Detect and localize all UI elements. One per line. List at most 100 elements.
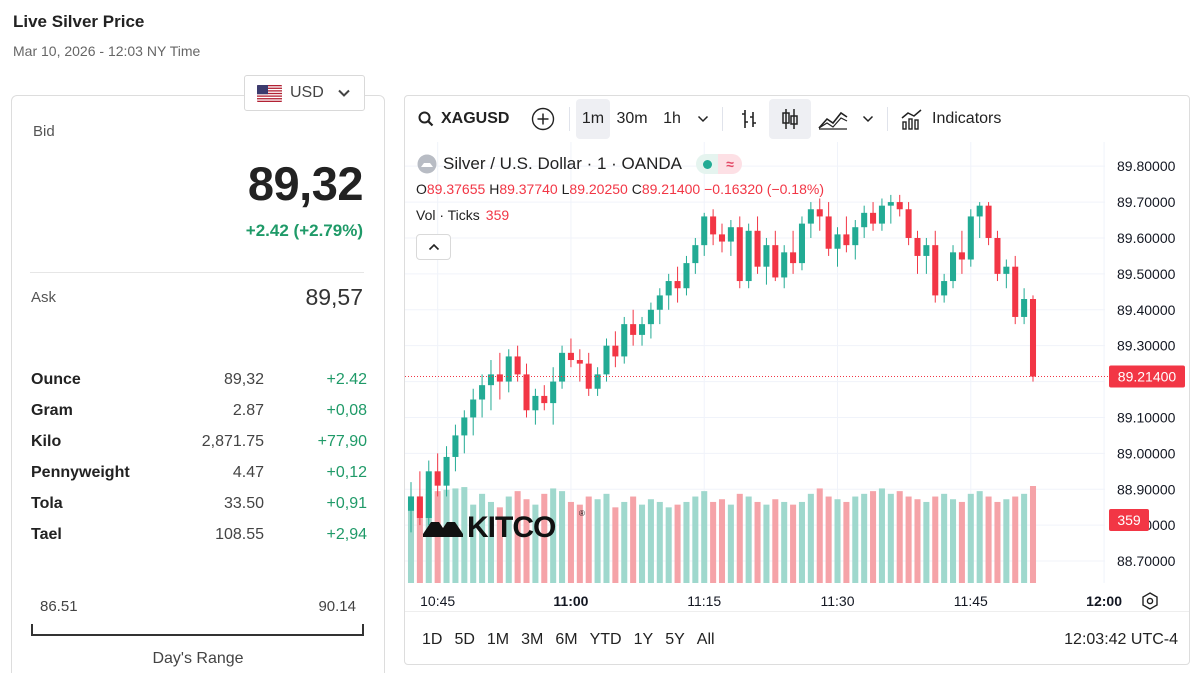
candle [594,374,601,389]
candle [816,209,823,217]
volume-bar [790,504,797,583]
unit-table: Ounce 89,32 +2.42 Gram 2.87 +0,08 Kilo 2… [31,364,367,550]
unit-price: 2,871.75 [201,432,264,450]
candle [523,374,530,411]
volume-bar [843,501,850,583]
area-style-button[interactable] [811,99,855,139]
currency-select[interactable]: USD [244,75,365,111]
volume-bar [630,496,637,583]
candle [896,202,903,210]
last-volume-tag [1109,509,1149,531]
svg-text:KITCO: KITCO [467,511,556,544]
toolbar-separator [569,107,570,131]
volume-bar [585,496,592,583]
price-tick-label: 88.70000 [1117,553,1176,569]
change-value: −0.16320 (−0.18%) [704,181,824,197]
candle [567,352,574,361]
chart-clock[interactable]: 12:03:42 UTC-4 [1064,631,1178,648]
volume-bar [425,493,432,583]
price-tick-label: 89.50000 [1117,266,1176,282]
chart-style-dropdown[interactable] [855,99,881,139]
candle [665,281,672,296]
unit-change: +2.42 [326,370,367,388]
range-1d-button[interactable]: 1D [422,631,443,648]
toolbar-separator [722,107,723,131]
volume-bar [479,493,486,583]
range-all-button[interactable]: All [696,631,715,648]
candle [550,381,557,404]
candle [843,234,850,246]
candle [941,281,948,296]
symbol-search-button[interactable]: XAGUSD [415,99,523,139]
range-6m-button[interactable]: 6M [555,631,578,648]
candle [656,295,663,310]
candle [852,227,859,246]
candle [994,237,1001,274]
interval-1m-button[interactable]: 1m [576,99,610,139]
unit-row-pennyweight: Pennyweight 4.47 +0,12 [31,457,367,488]
interval-30m-button[interactable]: 30m [616,110,648,127]
indicators-button[interactable]: Indicators [894,99,1007,139]
unit-change: +77,90 [317,432,367,450]
price-axis: 89.80000 89.70000 89.60000 89.50000 89.40000… [1117,158,1176,569]
volume-bar [550,488,557,583]
collapse-legend-button[interactable] [416,234,451,260]
volume-bar [950,499,957,583]
candle [745,230,752,282]
currency-label: USD [290,84,324,101]
volume-bar [434,491,441,583]
range-1m-button[interactable]: 1M [486,631,510,648]
candle [630,324,637,335]
indicators-label: Indicators [932,110,1002,127]
compare-button[interactable] [523,99,563,139]
candle [443,456,450,486]
area-chart-icon [818,111,848,130]
market-status-badge[interactable]: ≈ [696,154,742,174]
close-value: 89.21400 [641,181,701,197]
volume-bar [887,493,894,583]
bar-style-button[interactable] [729,99,769,139]
range-ytd-button[interactable]: YTD [589,631,622,648]
volume-bar [470,504,477,583]
range-5y-button[interactable]: 5Y [665,631,685,648]
candle [887,202,894,206]
range-1y-button[interactable]: 1Y [633,631,654,648]
interval-1h-button[interactable]: 1h [663,110,681,127]
volume-bar [870,491,877,583]
unit-change: +0,08 [326,401,367,419]
candle [541,395,548,404]
candlestick-chart[interactable]: 89.80000 89.70000 89.60000 89.50000 89.40000… [405,96,1190,611]
candle [763,245,770,267]
range-3m-button[interactable]: 3M [521,631,544,648]
plus-circle-icon [531,107,555,131]
interval-dropdown[interactable] [690,99,716,139]
candle [790,252,797,264]
volume-bar [567,501,574,583]
volume-bar [505,496,512,583]
unit-change: +2,94 [326,525,367,543]
volume-bar [656,501,663,583]
candle [621,324,628,357]
volume-bar [736,493,743,583]
chevron-down-icon [697,115,709,123]
chart-widget: XAGUSD 1m 30m 1h Indicators [404,95,1190,665]
symbol-label: XAGUSD [441,110,510,127]
volume-bar [647,499,654,583]
candles-button[interactable] [769,99,811,139]
last-volume-label: 359 [1117,512,1141,528]
candle [674,281,681,289]
candle [505,356,512,382]
volume-bar [896,491,903,583]
ask-value: 89,57 [305,284,363,310]
candle [736,227,743,282]
price-tick-label: 89.30000 [1117,338,1176,354]
time-tick-label: 11:45 [954,593,988,609]
last-price-tag [1109,365,1185,388]
candle [487,374,494,386]
candle [781,252,788,278]
volume-bar [710,501,717,583]
unit-change: +0,91 [326,494,367,512]
volume-bar [532,504,539,583]
indicators-icon [901,109,922,130]
range-5d-button[interactable]: 5D [454,631,475,648]
